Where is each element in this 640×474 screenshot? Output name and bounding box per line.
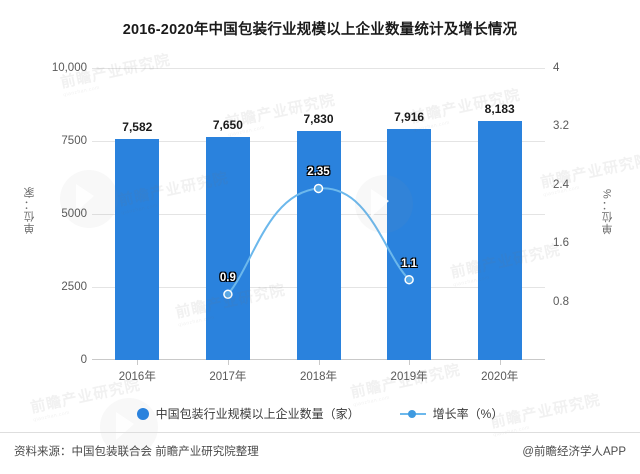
line-data-point[interactable] <box>313 183 324 194</box>
y-axis-right-tick-label: 3.2 <box>553 120 569 133</box>
chart-title: 2016-2020年中国包装行业规模以上企业数量统计及增长情况 <box>122 22 518 38</box>
bar-value-label: 7,916 <box>394 109 425 124</box>
bar-value-label: 8,183 <box>484 102 515 117</box>
growth-rate-line-series <box>223 183 414 300</box>
y-axis-right-tick-label: 0.8 <box>553 295 569 308</box>
footer: 资料来源：中国包装联合会 前瞻产业研究院整理 @前瞻经济学人APP <box>0 443 640 459</box>
legend-line-marker-icon <box>399 409 426 419</box>
bar[interactable] <box>205 136 250 360</box>
y-axis-right-tick-label: 2.4 <box>553 178 569 191</box>
y-axis-left-tick-label: 0 <box>80 354 87 366</box>
legend-bar-label: 中国包装行业规模以上企业数量（家） <box>155 407 360 421</box>
y-axis-right-title: 单位：% <box>602 188 614 235</box>
y-axis-right-tick-label: 4 <box>553 62 560 74</box>
x-axis-tick-label: 2017年 <box>209 371 247 383</box>
line-data-point[interactable] <box>404 274 414 285</box>
legend-item-bar[interactable]: 中国包装行业规模以上企业数量（家） <box>136 405 360 422</box>
bar-value-label: 7,582 <box>122 119 153 134</box>
legend-bar-marker-icon <box>136 407 149 420</box>
line-data-point[interactable] <box>223 289 233 300</box>
gridline <box>92 68 545 69</box>
line-value-label: 2.35 <box>307 166 330 179</box>
x-axis-tick-label: 2019年 <box>390 371 428 383</box>
chart-legend: 中国包装行业规模以上企业数量（家） 增长率（%） <box>0 405 640 422</box>
x-axis-tick-label: 2020年 <box>481 371 519 383</box>
app-credit: @前瞻经济学人APP <box>522 446 626 458</box>
y-axis-left-tick-label: 7500 <box>61 135 87 147</box>
bar[interactable] <box>115 138 160 360</box>
y-axis-left-tick-label: 10,000 <box>51 62 87 74</box>
bar[interactable] <box>387 128 432 360</box>
line-value-label: 0.9 <box>219 272 236 285</box>
legend-line-label: 增长率（%） <box>432 407 504 421</box>
x-axis-tick-mark <box>318 360 320 365</box>
line-value-label: 1.1 <box>401 257 418 270</box>
y-axis-left-tick-label: 5000 <box>61 208 87 220</box>
x-axis-tick-mark <box>409 360 411 365</box>
bar-value-label: 7,830 <box>303 112 334 127</box>
x-axis-tick-mark <box>227 360 229 365</box>
y-axis-left-tick-label: 2500 <box>61 281 87 293</box>
bar-value-label: 7,650 <box>212 117 243 132</box>
source-text: 资料来源：中国包装联合会 前瞻产业研究院整理 <box>14 446 259 458</box>
bar[interactable] <box>296 131 341 360</box>
plot-area <box>92 68 545 360</box>
legend-item-line[interactable]: 增长率（%） <box>399 405 504 422</box>
x-axis-tick-mark <box>499 360 501 365</box>
x-axis-tick-label: 2018年 <box>299 371 338 383</box>
x-axis-tick-label: 2016年 <box>118 371 156 383</box>
x-axis-tick-mark <box>137 360 139 365</box>
footer-divider <box>0 432 640 433</box>
bar[interactable] <box>477 121 522 360</box>
y-axis-right-tick-label: 1.6 <box>553 237 569 250</box>
